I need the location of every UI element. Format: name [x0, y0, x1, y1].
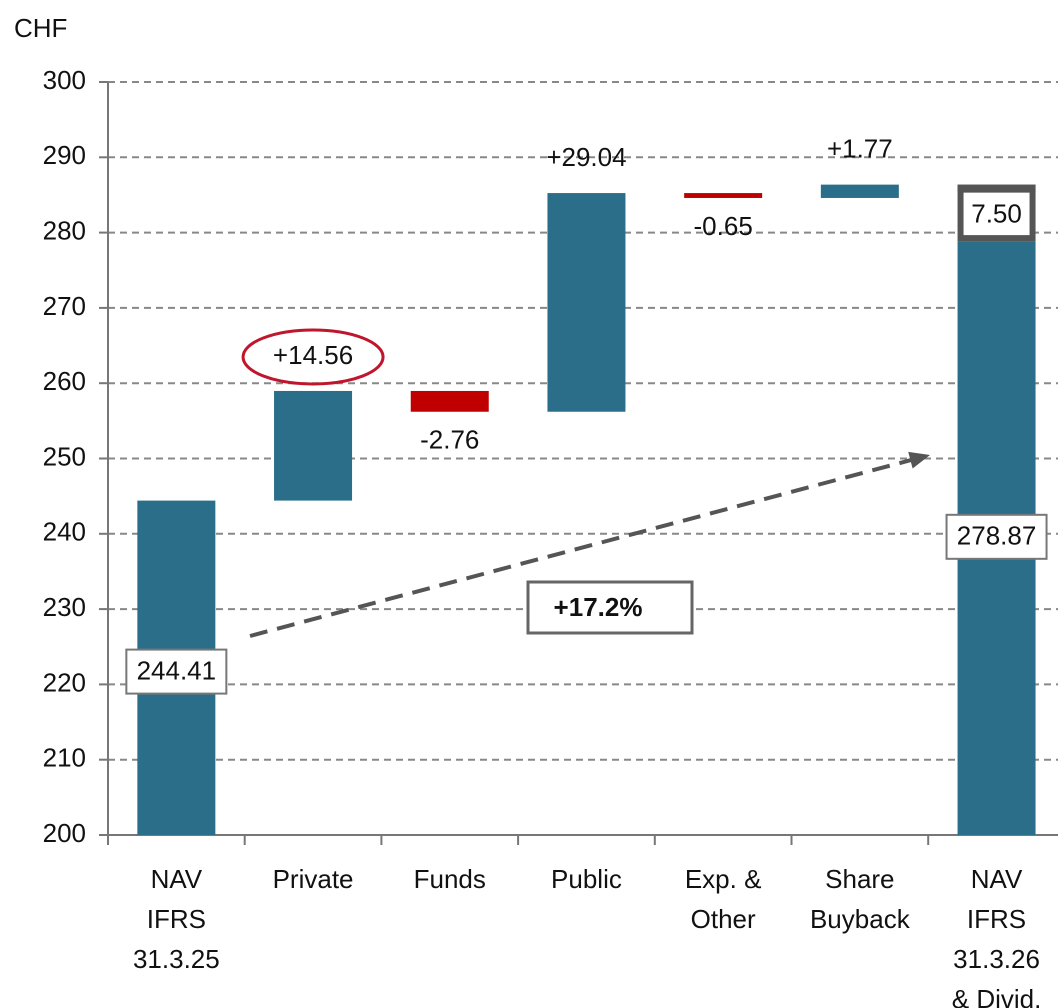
y-tick-label: 210 — [43, 743, 86, 773]
dividend-bar — [957, 184, 1036, 242]
value-label: -0.65 — [694, 211, 753, 241]
x-tick-label: 31.3.26 — [953, 944, 1040, 974]
value-label: +1.77 — [827, 134, 893, 164]
y-tick-label: 280 — [43, 215, 86, 245]
x-tick-label: Private — [273, 864, 354, 894]
x-tick-label: Exp. & — [685, 864, 762, 894]
annotation: +17.2% — [554, 592, 643, 622]
x-tick-label: 31.3.25 — [133, 944, 220, 974]
y-tick-label: 240 — [43, 517, 86, 547]
label-box — [125, 648, 228, 695]
y-tick-label: 270 — [43, 291, 86, 321]
value-label: 244.41 — [137, 655, 217, 685]
x-tick-label: Public — [551, 864, 622, 894]
y-tick-label: 260 — [43, 366, 86, 396]
dividend-top — [957, 184, 1036, 193]
value-label: 278.87 — [957, 521, 1037, 551]
x-tick-label: Buyback — [810, 904, 911, 934]
y-tick-label: 200 — [43, 818, 86, 848]
x-tick-label: NAV — [151, 864, 203, 894]
growth-arrow — [249, 457, 916, 638]
bar — [274, 390, 353, 501]
bar — [684, 193, 763, 198]
y-tick-label: 220 — [43, 667, 86, 697]
bar — [547, 193, 626, 412]
bar — [410, 390, 489, 412]
x-tick-label: Funds — [414, 864, 486, 894]
y-tick-label: 300 — [43, 65, 86, 95]
value-label: 7.50 — [971, 199, 1022, 229]
y-tick-label: 230 — [43, 592, 86, 622]
x-tick-label: Share — [825, 864, 894, 894]
x-tick-label: & Divid. — [952, 984, 1042, 1008]
x-tick-label: Other — [691, 904, 756, 934]
value-label: +14.56 — [273, 340, 353, 370]
y-tick-label: 290 — [43, 140, 86, 170]
x-tick-label: IFRS — [967, 904, 1026, 934]
x-tick-label: IFRS — [147, 904, 206, 934]
y-tick-label: 250 — [43, 441, 86, 471]
label-box — [945, 513, 1048, 560]
bar — [820, 184, 899, 198]
highlight-ellipse — [241, 328, 385, 386]
value-label: +29.04 — [546, 142, 626, 172]
annotation-box — [526, 580, 694, 635]
x-tick-label: NAV — [971, 864, 1023, 894]
y-axis-label: CHF — [14, 13, 67, 43]
value-label: -2.76 — [420, 425, 479, 455]
arrow-head — [908, 451, 930, 469]
